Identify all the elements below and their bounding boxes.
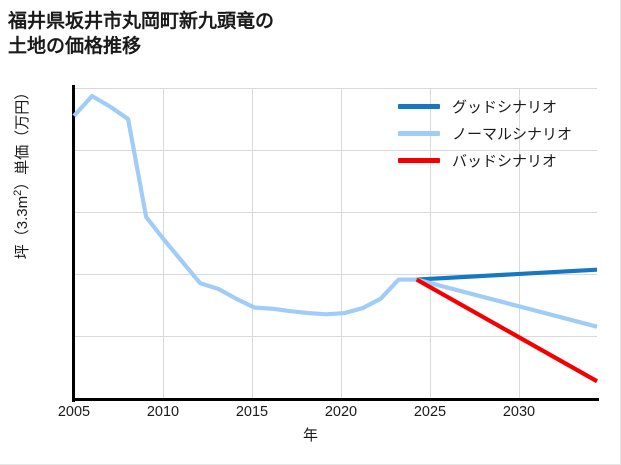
xtick-label-2025: 2025: [413, 404, 447, 420]
gridline-x-2010: [163, 88, 164, 399]
gridline-x-2030: [519, 88, 520, 399]
y-axis-title: 坪（3.3m2）単価（万円）: [12, 84, 31, 260]
legend-label-normal: ノーマルシナリオ: [452, 126, 573, 143]
gridline-y-13: [74, 88, 597, 89]
chart-title: 福井県坂井市丸岡町新九頭竜の 土地の価格推移: [8, 11, 275, 58]
x-axis-title: 年: [302, 427, 318, 444]
y-axis-title-wrapper: 坪（3.3m2）単価（万円）: [11, 7, 35, 337]
x-axis-spine: [72, 398, 599, 401]
gridline-y-9: [74, 336, 597, 337]
legend-item-bad[interactable]: バッドシナリオ: [398, 147, 613, 174]
xtick-label-2005: 2005: [57, 404, 91, 420]
xtick-label-2015: 2015: [235, 404, 269, 420]
legend-swatch-normal: [398, 131, 440, 136]
xtick-label-2030: 2030: [502, 404, 536, 420]
chart-legend: グッドシナリオ ノーマルシナリオ バッドシナリオ: [398, 93, 613, 174]
legend-label-good: グッドシナリオ: [452, 99, 558, 116]
xtick-label-2010: 2010: [146, 404, 180, 420]
legend-item-normal[interactable]: ノーマルシナリオ: [398, 120, 613, 147]
legend-swatch-good: [398, 104, 440, 109]
legend-item-good[interactable]: グッドシナリオ: [398, 93, 613, 120]
gridline-x-2020: [341, 88, 342, 399]
gridline-x-2025: [430, 88, 431, 399]
xtick-label-2020: 2020: [324, 404, 358, 420]
gridline-x-2015: [252, 88, 253, 399]
legend-label-bad: バッドシナリオ: [452, 153, 558, 170]
legend-swatch-bad: [398, 158, 440, 163]
y-axis-spine: [72, 85, 75, 402]
